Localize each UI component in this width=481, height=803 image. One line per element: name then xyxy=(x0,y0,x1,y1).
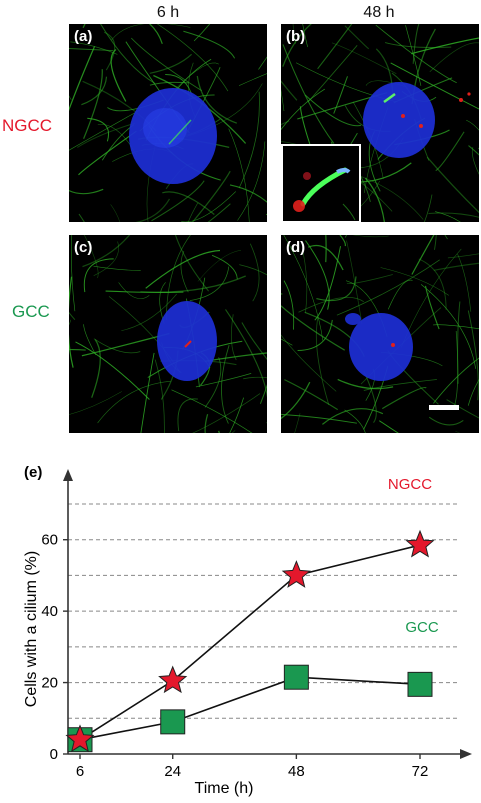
y-axis-arrow xyxy=(63,469,73,481)
micrograph-d-image xyxy=(281,235,479,433)
x-axis-arrow xyxy=(460,749,472,759)
row-label-ngcc: NGCC xyxy=(2,116,53,135)
gcc-point xyxy=(160,709,186,735)
series-label-gcc: GCC xyxy=(405,619,439,636)
gcc-point xyxy=(283,664,309,690)
y-tick-label: 0 xyxy=(50,746,58,763)
ngcc-point xyxy=(405,529,435,558)
ngcc-point xyxy=(65,724,95,753)
micrograph-panel-c: (c) xyxy=(69,235,267,433)
micrograph-panel-d: (d) xyxy=(281,235,479,433)
series-label-ngcc: NGCC xyxy=(388,476,432,493)
gcc-line xyxy=(79,676,421,741)
series-markers xyxy=(65,529,435,753)
panel-letter-a: (a) xyxy=(74,28,93,45)
x-tick-label: 6 xyxy=(76,763,84,780)
column-heading-48h: 48 h xyxy=(363,4,395,21)
ngcc-line xyxy=(79,544,421,741)
column-heading-6h: 6 h xyxy=(156,4,180,21)
ciliation-timecourse-chart: 0 20 40 60 6 24 48 72 Time (h) Cells with a ciliu… xyxy=(23,464,472,797)
grid-lines xyxy=(68,503,460,719)
panel-letter-e: (e) xyxy=(24,464,42,481)
x-axis-title: Time (h) xyxy=(195,780,254,797)
micrograph-a-image xyxy=(69,24,267,222)
panel-letter-d: (d) xyxy=(286,239,306,256)
panel-letter-c: (c) xyxy=(74,239,93,256)
gcc-point xyxy=(407,671,433,697)
micrograph-panel-a: (a) xyxy=(69,24,267,222)
chart-labels: 0 20 40 60 6 24 48 72 Time (h) Cells with a ciliu… xyxy=(23,464,439,797)
micrograph-c-image xyxy=(69,235,267,433)
ngcc-point xyxy=(158,665,188,694)
y-tick-label: 60 xyxy=(41,532,58,549)
row-label-gcc: GCC xyxy=(12,302,50,321)
y-tick-label: 40 xyxy=(41,603,58,620)
micrograph-panel-b: (b) xyxy=(281,24,479,222)
panel-letter-b: (b) xyxy=(286,28,306,45)
ngcc-point xyxy=(281,560,311,588)
axes xyxy=(63,469,472,759)
series-lines xyxy=(79,544,421,741)
micrograph-b-inset xyxy=(281,144,361,222)
y-axis-title: Cells with a cilium (%) xyxy=(23,551,40,707)
inset-cilium-image xyxy=(293,167,356,221)
y-tick-label: 20 xyxy=(41,675,58,692)
x-tick-label: 24 xyxy=(164,763,181,780)
x-tick-label: 48 xyxy=(288,763,305,780)
micrograph-b-image xyxy=(281,24,479,222)
x-tick-label: 72 xyxy=(412,763,429,780)
scale-bar xyxy=(429,405,459,410)
